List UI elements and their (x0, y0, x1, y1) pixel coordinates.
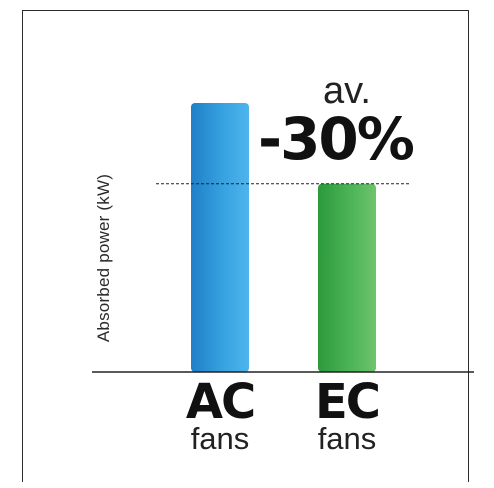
annotation-prefix: av. (323, 70, 371, 112)
category-label-ac: AC (185, 374, 256, 430)
category-sublabel-ac: fans (190, 421, 250, 456)
chart-frame (22, 10, 469, 482)
y-axis-label: Absorbed power (kW) (94, 173, 113, 343)
bar-ac (191, 103, 249, 372)
category-sublabel-ec: fans (317, 421, 377, 456)
annotation-percentage: -30% (258, 105, 415, 173)
bar-ec (318, 183, 376, 372)
category-label-ec: EC (314, 374, 381, 430)
